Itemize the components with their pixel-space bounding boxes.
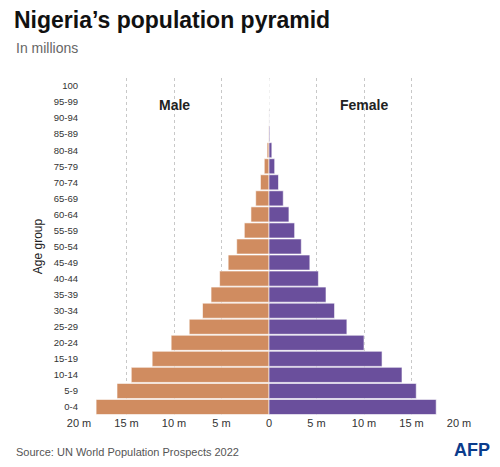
svg-text:95-99: 95-99 bbox=[54, 96, 78, 107]
svg-text:25-29: 25-29 bbox=[54, 321, 78, 332]
svg-text:Nigeria’s population pyramid: Nigeria’s population pyramid bbox=[14, 7, 330, 33]
svg-text:75-79: 75-79 bbox=[54, 161, 78, 172]
svg-text:5 m: 5 m bbox=[307, 417, 325, 429]
svg-text:80-84: 80-84 bbox=[54, 145, 78, 156]
svg-text:100: 100 bbox=[62, 80, 78, 91]
svg-text:85-89: 85-89 bbox=[54, 128, 78, 139]
svg-text:35-39: 35-39 bbox=[54, 289, 78, 300]
svg-text:45-49: 45-49 bbox=[54, 257, 78, 268]
svg-text:15 m: 15 m bbox=[399, 417, 423, 429]
svg-text:5 m: 5 m bbox=[212, 417, 230, 429]
svg-text:Age group: Age group bbox=[31, 218, 45, 274]
svg-text:90-94: 90-94 bbox=[54, 112, 78, 123]
svg-text:10 m: 10 m bbox=[352, 417, 376, 429]
svg-text:15-19: 15-19 bbox=[54, 353, 78, 364]
svg-text:20 m: 20 m bbox=[447, 417, 471, 429]
svg-text:0-4: 0-4 bbox=[64, 401, 78, 412]
svg-text:50-54: 50-54 bbox=[54, 241, 78, 252]
svg-text:0: 0 bbox=[266, 417, 272, 429]
svg-text:Female: Female bbox=[340, 97, 388, 113]
svg-text:55-59: 55-59 bbox=[54, 225, 78, 236]
svg-text:Male: Male bbox=[159, 97, 190, 113]
svg-text:40-44: 40-44 bbox=[54, 273, 78, 284]
svg-text:30-34: 30-34 bbox=[54, 305, 78, 316]
svg-text:60-64: 60-64 bbox=[54, 209, 78, 220]
svg-text:In millions: In millions bbox=[16, 40, 78, 56]
svg-text:10-14: 10-14 bbox=[54, 369, 78, 380]
svg-text:15 m: 15 m bbox=[114, 417, 138, 429]
svg-text:65-69: 65-69 bbox=[54, 193, 78, 204]
svg-text:5-9: 5-9 bbox=[64, 385, 78, 396]
svg-text:10 m: 10 m bbox=[162, 417, 186, 429]
svg-text:20-24: 20-24 bbox=[54, 337, 78, 348]
svg-text:70-74: 70-74 bbox=[54, 177, 78, 188]
svg-text:Source: UN World Population Pr: Source: UN World Population Prospects 20… bbox=[16, 446, 239, 458]
svg-text:AFP: AFP bbox=[454, 440, 490, 460]
svg-text:20 m: 20 m bbox=[67, 417, 91, 429]
